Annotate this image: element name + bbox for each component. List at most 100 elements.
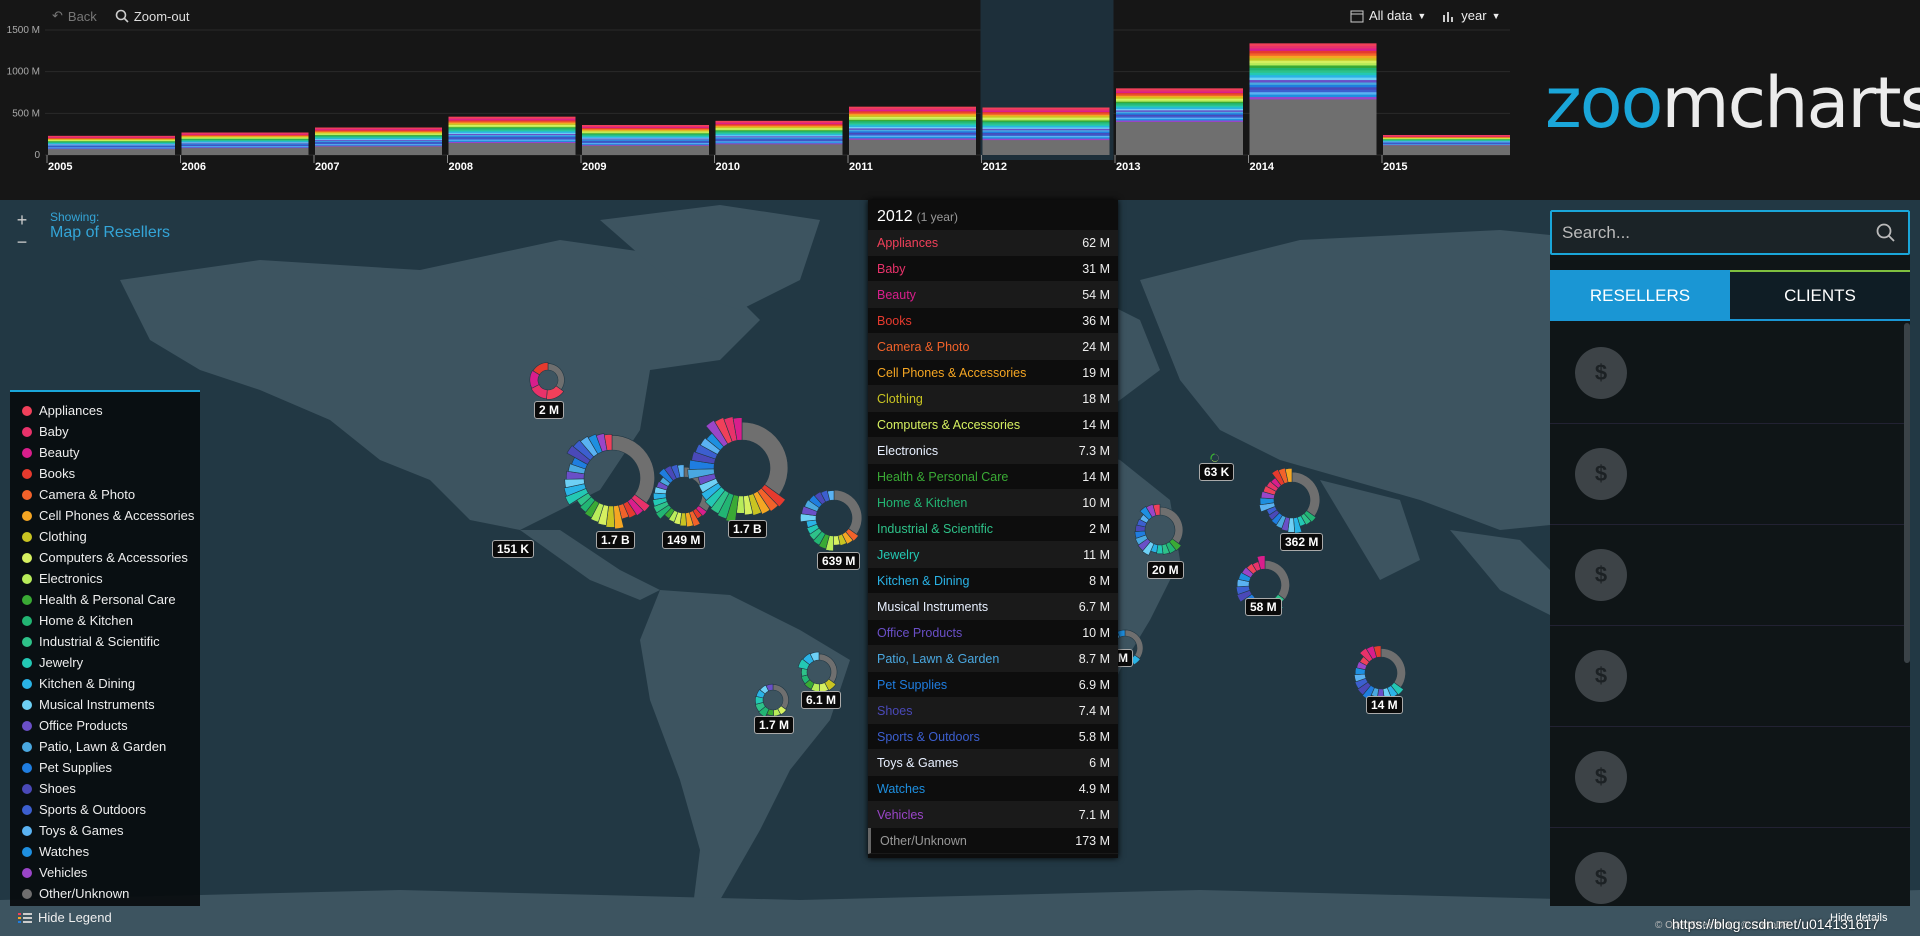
tab-clients[interactable]: CLIENTS	[1730, 270, 1910, 321]
legend-item[interactable]: Computers & Accessories	[22, 547, 200, 568]
legend-item[interactable]: Industrial & Scientific	[22, 631, 200, 652]
reseller-donut-marker[interactable]	[687, 416, 789, 523]
marker-value-label[interactable]: 151 K	[492, 540, 535, 558]
timeline-bar-2009[interactable]	[582, 125, 709, 155]
reseller-list-item[interactable]: $	[1550, 828, 1910, 906]
legend-item[interactable]: Shoes	[22, 778, 200, 799]
legend-item[interactable]: Home & Kitchen	[22, 610, 200, 631]
details-row[interactable]: Other/Unknown 173 M	[868, 828, 1118, 854]
details-row[interactable]: Musical Instruments 6.7 M	[868, 594, 1118, 620]
details-row[interactable]: Cell Phones & Accessories 19 M	[868, 360, 1118, 386]
reseller-donut-marker[interactable]	[1354, 645, 1406, 701]
marker-value-label[interactable]: 58 M	[1245, 598, 1282, 616]
timeline-bar-2010[interactable]	[715, 120, 843, 155]
details-row[interactable]: Clothing 18 M	[868, 386, 1118, 412]
reseller-donut-marker[interactable]	[563, 433, 655, 530]
reseller-list-item[interactable]: $	[1550, 424, 1910, 525]
reseller-donut-marker[interactable]	[754, 683, 789, 718]
reseller-donut-marker[interactable]	[800, 489, 863, 552]
reseller-list-item[interactable]: $	[1550, 626, 1910, 727]
marker-value-label[interactable]: 1.7 B	[596, 531, 635, 549]
legend-item[interactable]: Musical Instruments	[22, 694, 200, 715]
details-row[interactable]: Vehicles 7.1 M	[868, 802, 1118, 828]
details-row[interactable]: Shoes 7.4 M	[868, 698, 1118, 724]
marker-value-label[interactable]: 63 K	[1199, 463, 1235, 481]
legend-item[interactable]: Appliances	[22, 400, 200, 421]
details-row[interactable]: Industrial & Scientific 2 M	[868, 516, 1118, 542]
zoom-in-button[interactable]: +	[16, 210, 28, 230]
marker-value-label[interactable]: 639 M	[817, 552, 861, 570]
marker-value-label[interactable]: 1.7 B	[728, 520, 767, 538]
timeline-bar-2007[interactable]	[315, 127, 442, 156]
timeline-bar-2006[interactable]	[181, 132, 309, 156]
search-input[interactable]	[1552, 222, 1874, 243]
legend-item[interactable]: Baby	[22, 421, 200, 442]
reseller-donut-marker[interactable]	[1209, 452, 1220, 463]
reseller-donut-marker[interactable]	[1259, 467, 1321, 534]
timeline-bar-2005[interactable]	[48, 135, 175, 155]
hide-details-button[interactable]: Hide details	[1830, 912, 1888, 924]
details-row[interactable]: Electronics 7.3 M	[868, 438, 1118, 464]
timeline-chart[interactable]: 0 500 M 1000 M 1500 M 2005 2006 2007 2008 2009 20…	[0, 0, 1920, 200]
legend-item[interactable]: Watches	[22, 841, 200, 862]
reseller-list-item[interactable]: $	[1550, 525, 1910, 626]
details-row[interactable]: Toys & Games 6 M	[868, 750, 1118, 776]
legend-item[interactable]: Patio, Lawn & Garden	[22, 736, 200, 757]
legend-item[interactable]: Vehicles	[22, 862, 200, 883]
details-row[interactable]: Home & Kitchen 10 M	[868, 490, 1118, 516]
details-row[interactable]: Patio, Lawn & Garden 8.7 M	[868, 646, 1118, 672]
timeline-bar-2013[interactable]	[1116, 88, 1243, 155]
legend-item[interactable]: Cell Phones & Accessories	[22, 505, 200, 526]
details-row[interactable]: Kitchen & Dining 8 M	[868, 568, 1118, 594]
details-row[interactable]: Books 36 M	[868, 308, 1118, 334]
legend-item[interactable]: Clothing	[22, 526, 200, 547]
legend-item[interactable]: Beauty	[22, 442, 200, 463]
alldata-dropdown[interactable]: All data ▼	[1350, 8, 1426, 23]
details-row[interactable]: Beauty 54 M	[868, 282, 1118, 308]
legend-item[interactable]: Books	[22, 463, 200, 484]
marker-value-label[interactable]: 6.1 M	[801, 691, 842, 709]
zoom-out-button[interactable]: −	[16, 232, 28, 252]
legend-item[interactable]: Office Products	[22, 715, 200, 736]
legend-item[interactable]: Sports & Outdoors	[22, 799, 200, 820]
list-scrollbar[interactable]	[1904, 323, 1910, 663]
reseller-list-item[interactable]: $	[1550, 323, 1910, 424]
reseller-list[interactable]: $ $ $ $ $ $	[1550, 323, 1910, 906]
details-row[interactable]: Camera & Photo 24 M	[868, 334, 1118, 360]
details-row[interactable]: Pet Supplies 6.9 M	[868, 672, 1118, 698]
legend-item[interactable]: Electronics	[22, 568, 200, 589]
legend-item[interactable]: Pet Supplies	[22, 757, 200, 778]
hide-legend-button[interactable]: Hide Legend	[18, 910, 112, 925]
details-row[interactable]: Office Products 10 M	[868, 620, 1118, 646]
tab-resellers[interactable]: RESELLERS	[1550, 270, 1730, 321]
details-row[interactable]: Appliances 62 M	[868, 230, 1118, 256]
details-row[interactable]: Watches 4.9 M	[868, 776, 1118, 802]
timeline-bar-2011[interactable]	[849, 106, 976, 155]
reseller-donut-marker[interactable]	[797, 651, 838, 693]
reseller-list-item[interactable]: $	[1550, 727, 1910, 828]
period-dropdown[interactable]: year ▼	[1442, 8, 1501, 23]
legend-item[interactable]: Camera & Photo	[22, 484, 200, 505]
marker-value-label[interactable]: 149 M	[662, 531, 706, 549]
details-row[interactable]: Health & Personal Care 14 M	[868, 464, 1118, 490]
timeline-bar-2008[interactable]	[448, 116, 576, 155]
details-row[interactable]: Jewelry 11 M	[868, 542, 1118, 568]
reseller-donut-marker[interactable]	[529, 362, 565, 400]
search-icon[interactable]	[1874, 221, 1898, 245]
legend-item[interactable]: Jewelry	[22, 652, 200, 673]
timeline-bar-2012[interactable]	[982, 107, 1110, 156]
details-row[interactable]: Computers & Accessories 14 M	[868, 412, 1118, 438]
legend-item[interactable]: Other/Unknown	[22, 883, 200, 904]
details-row[interactable]: Sports & Outdoors 5.8 M	[868, 724, 1118, 750]
marker-value-label[interactable]: 20 M	[1147, 561, 1184, 579]
legend-item[interactable]: Kitchen & Dining	[22, 673, 200, 694]
reseller-donut-marker[interactable]	[1134, 503, 1184, 556]
marker-value-label[interactable]: 362 M	[1280, 533, 1324, 551]
details-row[interactable]: Baby 31 M	[868, 256, 1118, 282]
zoomout-button[interactable]: Zoom-out	[115, 8, 189, 24]
marker-value-label[interactable]: 14 M	[1366, 696, 1403, 714]
timeline-bar-2015[interactable]	[1383, 135, 1510, 155]
back-button[interactable]: ↶ Back	[52, 8, 97, 24]
legend-item[interactable]: Health & Personal Care	[22, 589, 200, 610]
legend-item[interactable]: Toys & Games	[22, 820, 200, 841]
